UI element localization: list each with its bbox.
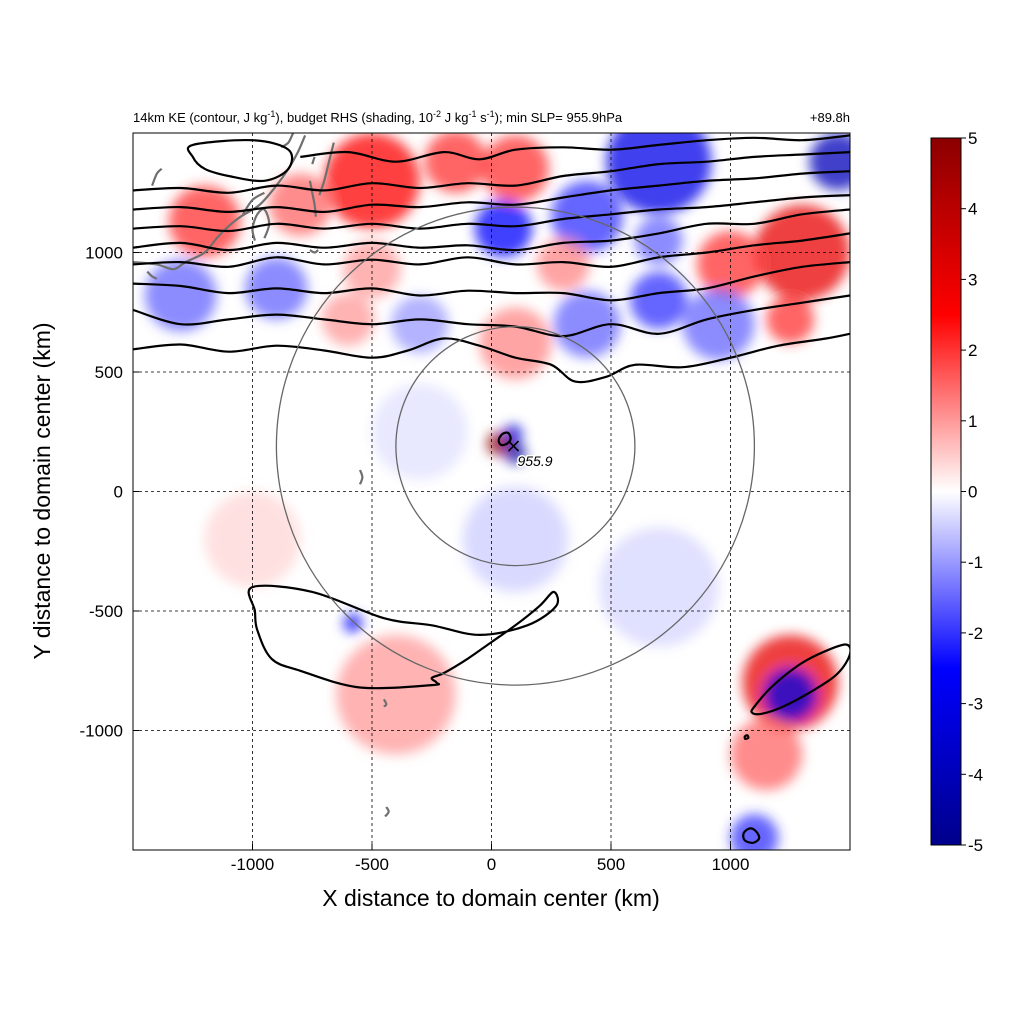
ke-contour [133,151,850,194]
colorbar-tick-label: 2 [968,341,977,360]
colorbar [930,137,962,846]
y-tick-label: 500 [95,363,123,382]
colorbar-tick-label: 0 [968,483,977,502]
y-tick-label: -1000 [80,722,123,741]
shading-blob [599,527,719,647]
coastline [358,469,364,485]
x-axis-ticks: -1000 -500 0 500 1000 [231,844,750,874]
x-tick-label: 0 [487,855,496,874]
shading-blob [503,424,523,444]
ke-contour [300,134,850,163]
range-ring-layer [275,206,756,686]
range-ring [275,206,756,686]
ke-contour-layer [133,134,850,844]
shading-blob [168,185,241,258]
coastline [146,270,158,280]
shading-blob [504,442,527,465]
shading-blob [730,718,803,791]
y-tick-label: 0 [114,483,123,502]
colorbar-tick-label: -3 [968,695,983,714]
shading-blob [634,216,683,265]
shading-blob [144,259,217,332]
ke-contour [497,431,512,447]
coastline [151,167,163,187]
ke-contour [133,208,850,252]
shading-blob [536,238,590,291]
coastline [382,698,388,708]
ke-contour [133,294,850,338]
ke-contour [742,827,761,844]
ke-contour [133,170,850,214]
shading-blob [754,204,850,301]
colorbar-tick-label: -1 [968,553,983,572]
x-tick-label: 1000 [712,855,750,874]
shading-blob [391,295,449,353]
title-part-2: ), budget RHS (shading, 10 [275,110,433,125]
shading-blob [606,133,712,215]
y-axis-label: Y distance to domain center (km) [29,322,55,659]
y-tick-label: -500 [89,602,123,621]
shading-blob [372,383,468,480]
storm-marker-layer: 955.9 [507,440,554,471]
colorbar-tick-label: -2 [968,624,983,643]
title-exp-4: -1 [487,109,495,119]
coastline [384,806,390,818]
title-part-1: 14km KE (contour, J kg [133,110,267,125]
shading-blob [766,295,815,344]
ke-contour [133,194,850,233]
time-label: +89.8h [810,110,850,125]
shading-blob [809,133,850,191]
ke-contour [743,734,750,741]
title-part-5: ); min SLP= 955.9hPa [495,110,623,125]
y-axis-ticks: -1000 -500 0 500 1000 [80,244,139,741]
colorbar-ticks: 5 4 3 2 1 0 -1 -2 -3 -4 -5 [961,129,983,855]
shading-blob [321,293,375,346]
shading-blob [553,290,621,358]
shading-blob [481,135,549,203]
chart-title: 14km KE (contour, J kg-1), budget RHS (s… [133,109,623,125]
ke-contour [186,138,294,183]
shading-blob [204,491,301,588]
shading-blob [336,634,456,755]
ke-contour [133,232,850,268]
shading-blob [479,307,552,380]
colorbar-tick-label: 4 [968,200,977,219]
storm-center-marker [507,440,520,452]
title-exp-2: -2 [433,109,441,119]
shading-blob [462,486,568,592]
shading-blob [343,613,363,633]
shading-blob [424,133,487,193]
x-axis-label: X distance to domain center (km) [322,885,659,911]
colorbar-tick-label: 1 [968,412,977,431]
ke-contour [133,332,850,384]
shading-blob [343,240,401,298]
y-tick-label: 1000 [85,244,123,263]
shading-blob [763,668,817,721]
shading-blob [474,199,533,258]
shading-blob [682,288,755,361]
colorbar-tick-label: -5 [968,836,983,855]
range-ring [395,325,636,567]
title-part-3: J kg [441,110,468,125]
ke-contour [133,261,850,302]
x-tick-label: 500 [597,855,625,874]
ke-contour [750,643,850,716]
title-part-4: s [476,110,487,125]
ke-contour [247,584,560,690]
shading-blob [730,814,779,850]
title-exp-3: -1 [468,109,476,119]
x-tick-label: -500 [355,855,389,874]
shading-blob [630,271,688,329]
shading-blob [697,230,764,298]
title-exp-1: -1 [267,109,275,119]
coastline [311,156,316,165]
coastline [318,142,335,196]
colorbar-tick-label: -4 [968,765,983,784]
storm-min-slp-label: 955.9 [517,453,552,469]
coastline [309,249,319,254]
x-tick-label: -1000 [231,855,274,874]
colorbar-tick-label: 3 [968,270,977,289]
colorbar-tick-label: 5 [968,129,977,148]
